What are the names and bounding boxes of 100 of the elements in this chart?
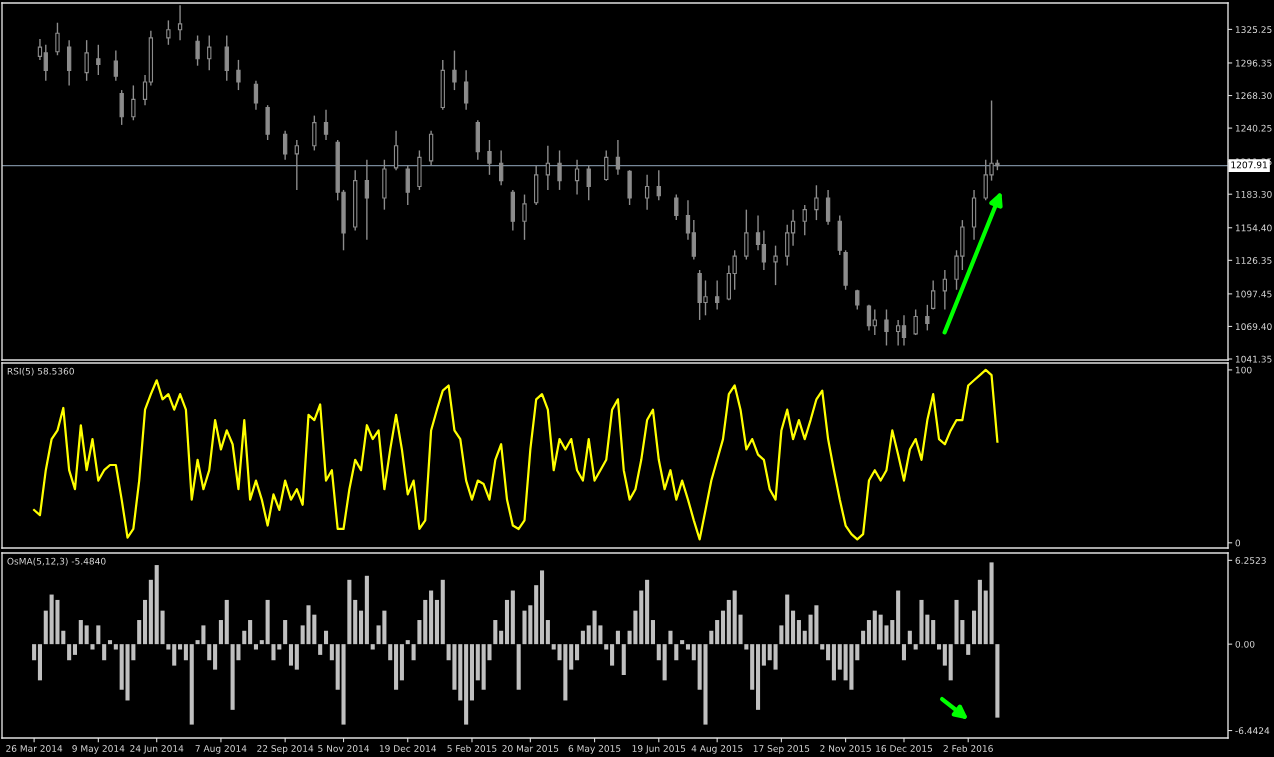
- bar: [475, 644, 480, 681]
- candlestick: [452, 49, 457, 91]
- bar: [755, 644, 761, 710]
- x-tick-label: 2 Nov 2015: [820, 745, 871, 752]
- chart-title: OsMA(5,12,3) -5.4840: [7, 557, 106, 566]
- bar: [639, 590, 644, 645]
- x-tick-label: 22 Sep 2014: [257, 745, 314, 754]
- y-tick-label: 1183.30: [1235, 190, 1272, 198]
- bar: [329, 644, 334, 661]
- bar: [90, 644, 95, 650]
- candlestick: [814, 184, 819, 221]
- bar: [323, 630, 329, 645]
- y-tick-label: 1240.25: [1235, 124, 1272, 132]
- candlestick: [557, 149, 562, 191]
- candlestick: [574, 159, 580, 196]
- bar: [691, 644, 696, 661]
- bar: [370, 644, 375, 650]
- bar: [142, 599, 148, 645]
- candlestick: [522, 193, 527, 241]
- bar: [779, 625, 784, 645]
- candlestick: [604, 149, 609, 182]
- bar: [318, 644, 323, 655]
- candlestick: [487, 139, 492, 176]
- candlestick: [691, 219, 696, 261]
- candlestick: [790, 208, 796, 247]
- candlestick: [913, 308, 918, 336]
- bar: [610, 644, 615, 666]
- bar: [265, 599, 270, 645]
- candlestick: [615, 139, 621, 176]
- x-tick-label: 5 Nov 2014: [318, 745, 370, 752]
- bar: [750, 644, 755, 690]
- candlestick: [715, 279, 720, 311]
- y-tick-label: 6.2523: [1235, 557, 1266, 564]
- bar: [394, 644, 399, 690]
- x-tick-label: 17 Sep 2015: [753, 745, 810, 754]
- candlestick: [931, 279, 936, 311]
- line-series: [33, 368, 999, 541]
- x-tick-label: 2 Feb 2016: [943, 744, 993, 752]
- bar: [166, 644, 171, 650]
- candlestick: [37, 38, 43, 61]
- bar: [861, 630, 866, 645]
- bar: [907, 630, 912, 645]
- bar: [995, 644, 1000, 718]
- y-tick-label: 100: [1235, 366, 1252, 374]
- bar: [388, 644, 393, 661]
- bar: [137, 620, 142, 645]
- candlestick: [131, 84, 136, 121]
- chart-title: RSI(5) 58.5360: [7, 367, 74, 376]
- bar: [773, 644, 778, 670]
- candlestick: [177, 4, 183, 41]
- bar: [948, 644, 953, 681]
- candlestick: [393, 130, 399, 171]
- bar: [253, 644, 258, 650]
- bar: [499, 630, 504, 645]
- bar: [767, 644, 772, 661]
- bar: [662, 644, 667, 681]
- x-tick-label: 7 Aug 2014: [195, 745, 247, 754]
- candlestick: [43, 44, 48, 82]
- bar: [242, 630, 247, 645]
- y-tick-label: 1097.45: [1235, 290, 1272, 298]
- candlestick: [224, 34, 229, 82]
- x-tick-label: 5 Feb 2015: [447, 744, 497, 752]
- bar: [942, 644, 947, 666]
- bar: [796, 620, 801, 645]
- bar: [989, 562, 994, 645]
- candlestick: [253, 80, 259, 111]
- bar: [983, 590, 988, 645]
- y-tick-label: 1268.30: [1235, 92, 1272, 100]
- bar: [656, 644, 661, 661]
- candlestick: [755, 214, 761, 251]
- bar: [580, 630, 585, 645]
- candlestick: [66, 39, 72, 87]
- candlestick: [586, 164, 591, 202]
- candlestick: [895, 319, 901, 347]
- candlestick: [119, 89, 124, 126]
- bar: [744, 644, 749, 650]
- bar: [183, 644, 188, 661]
- bar: [726, 599, 731, 645]
- bar: [469, 644, 475, 701]
- bar: [709, 630, 714, 645]
- y-tick-label: 1154.40: [1235, 224, 1272, 232]
- bar: [464, 644, 469, 725]
- bar: [148, 579, 153, 645]
- bar: [510, 590, 515, 645]
- bar: [353, 599, 358, 645]
- bar: [761, 644, 766, 666]
- bar: [405, 640, 410, 645]
- y-tick-label: 1325.25: [1235, 26, 1272, 33]
- bar: [283, 620, 288, 645]
- bar: [575, 644, 580, 661]
- candlestick: [142, 74, 148, 106]
- bar: [534, 585, 539, 645]
- candlestick: [644, 174, 650, 211]
- bar: [837, 644, 842, 670]
- bar: [399, 644, 404, 681]
- x-tick-label: 24 Jun 2014: [130, 745, 184, 754]
- bar: [207, 644, 212, 661]
- candlestick: [674, 193, 679, 221]
- candlestick: [884, 308, 889, 347]
- bar: [72, 644, 78, 655]
